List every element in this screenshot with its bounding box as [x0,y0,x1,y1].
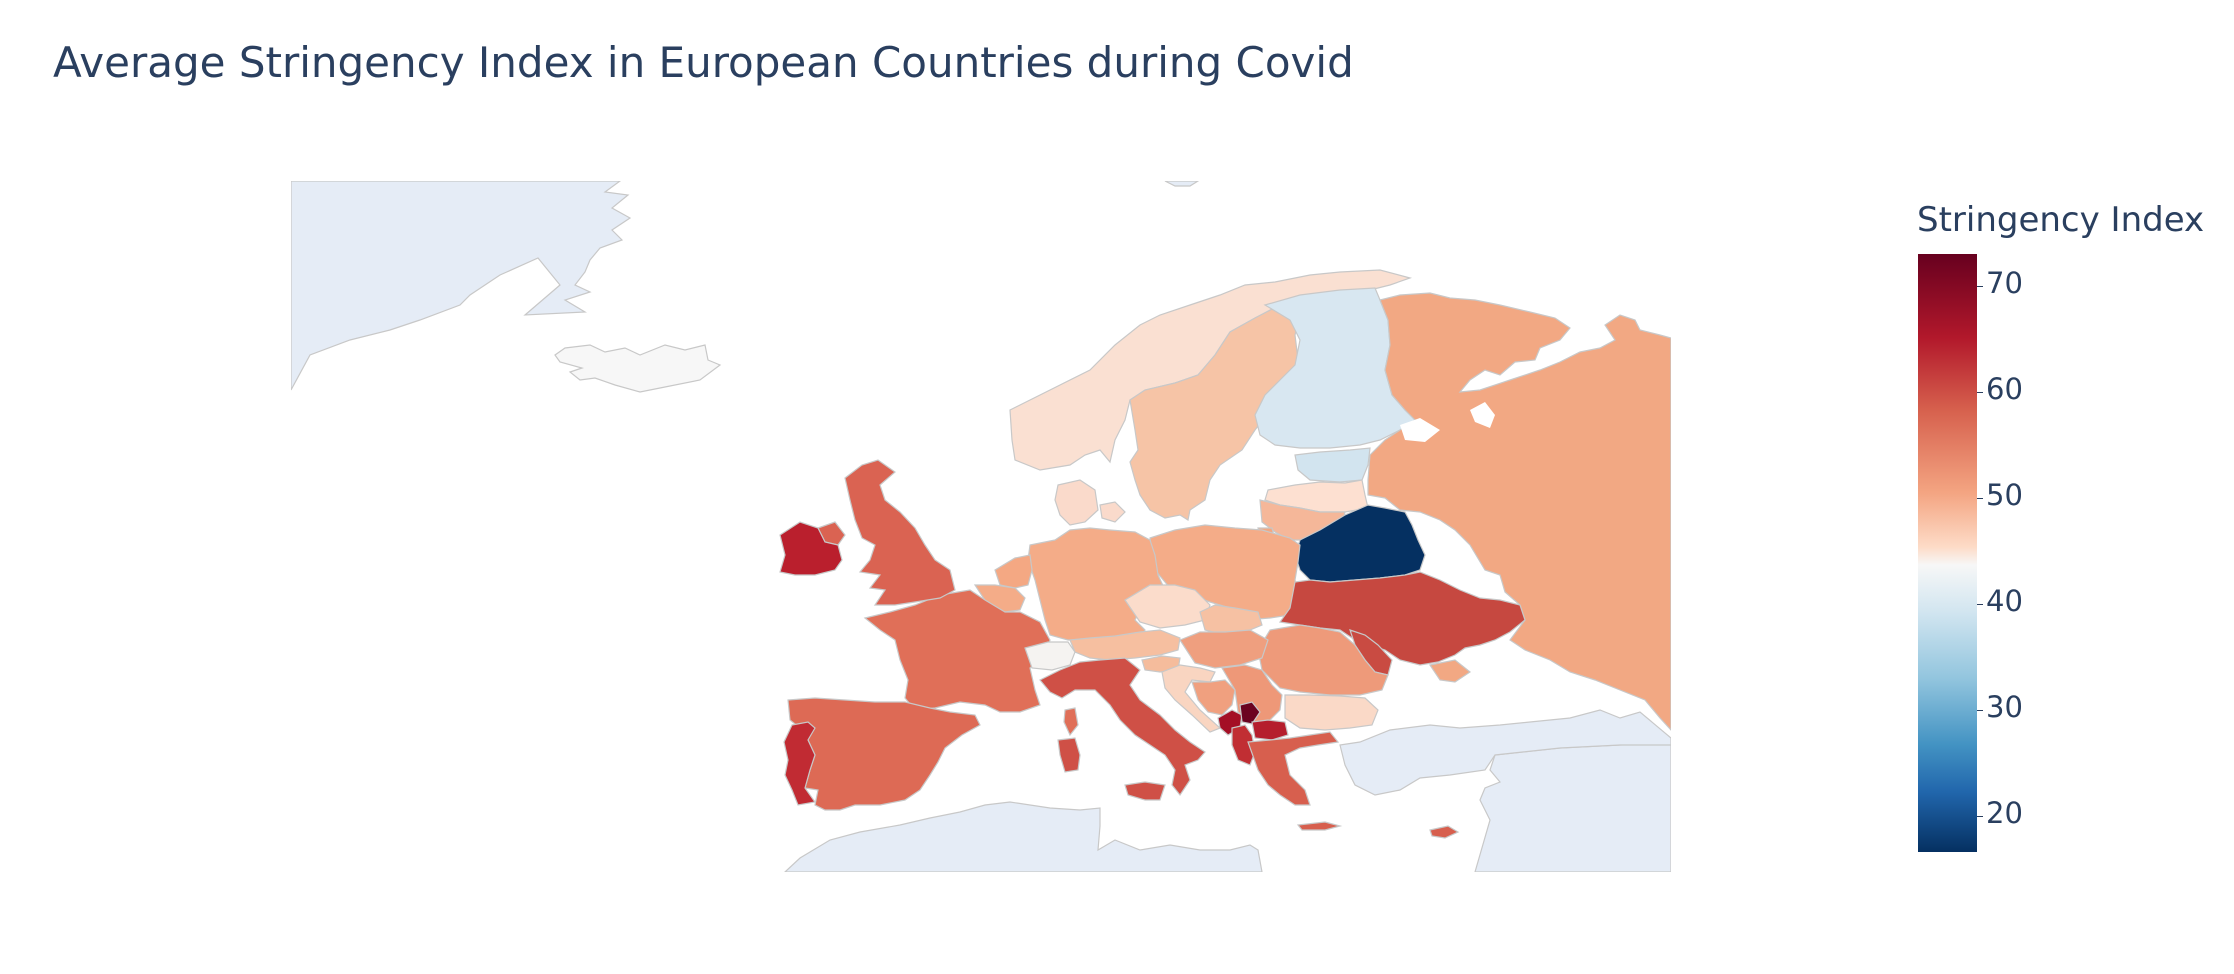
colorbar-tick-50: 50 [1986,478,2023,512]
greenland-land [291,181,632,391]
country-serbia[interactable] [1221,664,1283,723]
country-sweden[interactable] [1129,304,1306,521]
country-ukraine[interactable] [1278,571,1526,666]
country-albania[interactable] [1231,724,1256,766]
country-italy-sardinia[interactable] [1057,737,1081,773]
country-croatia[interactable] [1161,664,1222,733]
country-russia[interactable] [1367,292,1671,731]
chart-title: Average Stringency Index in European Cou… [53,38,1354,87]
country-belarus[interactable] [1294,504,1426,583]
country-greece[interactable] [1247,731,1340,806]
colorbar-tick-mark [1977,498,1983,499]
country-austria[interactable] [1069,629,1181,661]
colorbar-tick-60: 60 [1986,372,2023,406]
country-netherlands[interactable] [994,554,1033,589]
country-portugal[interactable] [783,721,817,806]
ukraine-crimea[interactable] [1429,659,1472,683]
country-bosnia-and-herzegovina[interactable] [1191,679,1236,716]
country-italy[interactable] [1039,657,1206,797]
country-germany[interactable] [1027,527,1166,646]
middle-east-land [1474,741,1671,872]
country-hungary[interactable] [1179,629,1269,669]
country-ireland[interactable] [779,521,843,576]
country-kosovo[interactable] [1239,701,1261,725]
country-bulgaria[interactable] [1284,694,1379,731]
country-france[interactable] [863,589,1051,713]
country-denmark[interactable] [1054,479,1099,526]
country-romania[interactable] [1257,624,1389,696]
country-italy-sicily[interactable] [1124,781,1166,801]
russia-lake [1470,402,1495,428]
turkey-land [1339,709,1671,796]
ukraine-sea-of-azov-gap [1470,650,1518,672]
colorbar-tick-mark [1977,286,1983,287]
russia-white-sea [1400,418,1440,442]
colorbar-tick-40: 40 [1986,584,2023,618]
country-denmark-zealand[interactable] [1099,501,1126,523]
colorbar-tick-30: 30 [1986,690,2023,724]
colorbar-tick-mark [1977,816,1983,817]
colorbar [1918,254,1977,852]
country-switzerland[interactable] [1024,641,1076,671]
country-greece-crete[interactable] [1296,821,1343,831]
colorbar-tick-70: 70 [1986,266,2023,300]
country-iceland[interactable] [554,344,722,393]
country-estonia[interactable] [1294,447,1371,483]
country-north-macedonia[interactable] [1251,719,1289,741]
colorbar-tick-20: 20 [1986,796,2023,830]
north-africa-land [784,801,1263,872]
country-united-kingdom[interactable] [844,459,956,606]
colorbar-title: Stringency Index [1917,200,2205,240]
colorbar-tick-mark [1977,710,1983,711]
svalbard-land [1164,181,1200,187]
colorbar-tick-mark [1977,604,1983,605]
colorbar-tick-mark [1977,392,1983,393]
country-france-corsica[interactable] [1063,707,1079,737]
country-cyprus[interactable] [1429,825,1460,839]
country-spain[interactable] [787,697,981,811]
